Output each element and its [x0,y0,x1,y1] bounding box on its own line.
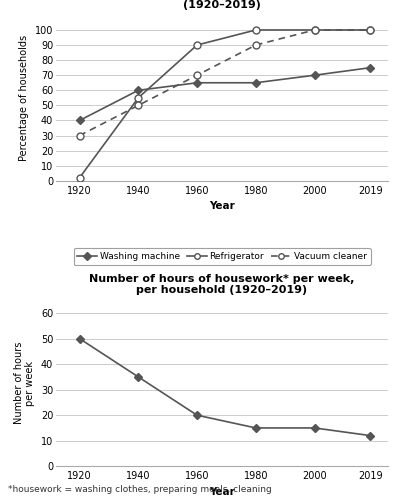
Y-axis label: Number of hours
per week: Number of hours per week [14,342,35,425]
X-axis label: Year: Year [209,201,235,211]
Title: Number of hours of housework* per week,
per household (1920–2019): Number of hours of housework* per week, … [89,274,355,295]
Text: *housework = washing clothes, preparing meals, cleaning: *housework = washing clothes, preparing … [8,485,272,494]
X-axis label: Year: Year [209,487,235,496]
Legend: Washing machine, Refrigerator, Vacuum cleaner: Washing machine, Refrigerator, Vacuum cl… [74,248,370,264]
Title: Percentage of households with electrical appliances
(1920–2019): Percentage of households with electrical… [59,0,385,10]
Y-axis label: Percentage of households: Percentage of households [19,35,29,161]
